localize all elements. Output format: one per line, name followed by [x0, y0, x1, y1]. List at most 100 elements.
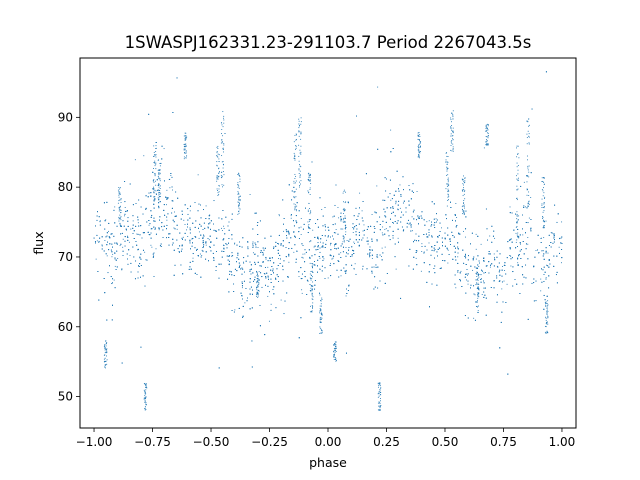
data-point [187, 208, 189, 210]
data-point [358, 244, 360, 246]
data-point [376, 221, 378, 223]
data-point [345, 269, 347, 271]
data-point [394, 243, 396, 245]
data-point [242, 268, 244, 270]
data-point [551, 232, 553, 234]
data-point [192, 242, 193, 244]
data-point [510, 258, 512, 260]
data-point [401, 226, 403, 228]
data-point [108, 230, 109, 232]
data-point [174, 215, 176, 217]
data-point [379, 254, 381, 256]
data-point [361, 210, 363, 212]
data-point [480, 278, 482, 280]
data-point [400, 216, 402, 218]
data-point [330, 275, 332, 277]
data-point [391, 212, 393, 214]
data-point [98, 216, 100, 218]
data-point [293, 225, 295, 227]
data-point [331, 258, 333, 260]
data-point [267, 266, 269, 268]
data-point [243, 262, 245, 264]
data-point [478, 287, 480, 289]
data-point [112, 282, 113, 284]
data-point [355, 234, 357, 236]
data-point [312, 285, 314, 287]
data-point [175, 215, 177, 217]
data-point [340, 216, 342, 218]
data-point [545, 250, 547, 252]
data-point [205, 244, 207, 246]
data-point [229, 255, 231, 257]
data-point [330, 262, 331, 264]
data-point [369, 253, 370, 255]
data-point [470, 243, 471, 245]
data-point [313, 264, 315, 266]
data-point [122, 250, 124, 252]
data-point [454, 256, 456, 258]
data-point [127, 210, 128, 211]
data-point [493, 265, 495, 267]
data-point [352, 227, 354, 228]
data-point [499, 347, 501, 349]
data-point [221, 218, 223, 220]
data-point [523, 207, 525, 208]
data-point [191, 245, 193, 247]
data-point [476, 282, 477, 284]
data-point [556, 271, 558, 273]
data-point [385, 228, 387, 230]
data-point [186, 229, 188, 231]
data-point [282, 199, 284, 201]
data-point [198, 237, 200, 239]
data-point [203, 235, 205, 237]
data-point [251, 366, 253, 368]
data-point [459, 233, 461, 235]
data-point [509, 248, 511, 250]
data-point [112, 278, 114, 280]
data-point [182, 273, 184, 275]
data-point [249, 269, 251, 271]
data-point [116, 242, 118, 244]
data-point [305, 251, 307, 253]
data-point [465, 210, 467, 212]
data-point [176, 224, 178, 226]
data-point [116, 266, 118, 268]
data-point [140, 258, 142, 260]
data-point [515, 247, 517, 249]
data-point [353, 228, 355, 230]
data-point [95, 225, 96, 227]
data-point [384, 233, 386, 235]
data-point [477, 235, 479, 237]
data-point [172, 242, 174, 244]
data-point [343, 267, 345, 269]
data-point [124, 181, 126, 182]
data-point [309, 219, 311, 221]
data-point [241, 287, 243, 289]
data-point [298, 227, 300, 229]
data-point [346, 292, 348, 294]
data-point [155, 233, 157, 235]
data-point [231, 255, 233, 257]
data-point [317, 242, 319, 244]
data-point [415, 257, 417, 259]
data-point [126, 253, 128, 255]
data-point [163, 209, 165, 211]
data-point [282, 280, 284, 282]
data-point [194, 202, 196, 204]
data-point [330, 255, 332, 257]
data-point [335, 229, 337, 231]
data-point [520, 185, 522, 187]
data-point [548, 287, 550, 289]
data-point [158, 199, 160, 201]
data-point [282, 265, 284, 267]
data-point [369, 255, 371, 257]
data-point [311, 255, 313, 257]
data-point [385, 221, 387, 223]
data-point [430, 254, 432, 256]
data-point [277, 243, 279, 244]
data-point [376, 239, 378, 241]
data-point [377, 287, 379, 289]
data-point [522, 214, 523, 216]
data-point [554, 204, 556, 206]
data-point [182, 238, 183, 240]
